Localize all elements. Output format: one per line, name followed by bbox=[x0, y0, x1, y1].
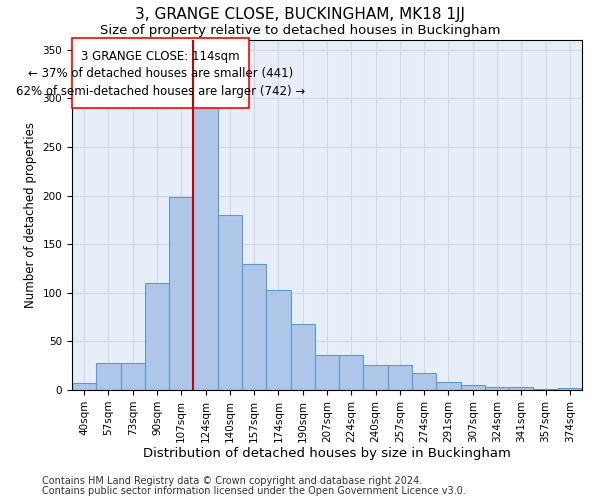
Text: Size of property relative to detached houses in Buckingham: Size of property relative to detached ho… bbox=[100, 24, 500, 37]
Bar bbox=[509, 387, 533, 390]
Bar bbox=[72, 383, 96, 390]
Bar bbox=[145, 283, 169, 390]
Bar bbox=[558, 388, 582, 390]
Bar bbox=[290, 324, 315, 390]
Bar bbox=[315, 355, 339, 390]
Bar bbox=[436, 382, 461, 390]
Y-axis label: Number of detached properties: Number of detached properties bbox=[24, 122, 37, 308]
Bar bbox=[364, 364, 388, 390]
Bar bbox=[388, 364, 412, 390]
X-axis label: Distribution of detached houses by size in Buckingham: Distribution of detached houses by size … bbox=[143, 448, 511, 460]
Bar bbox=[266, 290, 290, 390]
Text: 3, GRANGE CLOSE, BUCKINGHAM, MK18 1JJ: 3, GRANGE CLOSE, BUCKINGHAM, MK18 1JJ bbox=[135, 8, 465, 22]
Bar bbox=[461, 385, 485, 390]
Bar bbox=[121, 363, 145, 390]
Bar bbox=[533, 389, 558, 390]
Text: 3 GRANGE CLOSE: 114sqm: 3 GRANGE CLOSE: 114sqm bbox=[82, 50, 240, 62]
Bar bbox=[72, 38, 249, 108]
Bar bbox=[218, 215, 242, 390]
Text: 62% of semi-detached houses are larger (742) →: 62% of semi-detached houses are larger (… bbox=[16, 84, 305, 98]
Bar bbox=[485, 387, 509, 390]
Bar bbox=[96, 363, 121, 390]
Bar bbox=[412, 374, 436, 390]
Bar bbox=[242, 264, 266, 390]
Bar bbox=[193, 103, 218, 390]
Text: ← 37% of detached houses are smaller (441): ← 37% of detached houses are smaller (44… bbox=[28, 67, 293, 80]
Text: Contains public sector information licensed under the Open Government Licence v3: Contains public sector information licen… bbox=[42, 486, 466, 496]
Bar bbox=[169, 196, 193, 390]
Text: Contains HM Land Registry data © Crown copyright and database right 2024.: Contains HM Land Registry data © Crown c… bbox=[42, 476, 422, 486]
Bar bbox=[339, 355, 364, 390]
